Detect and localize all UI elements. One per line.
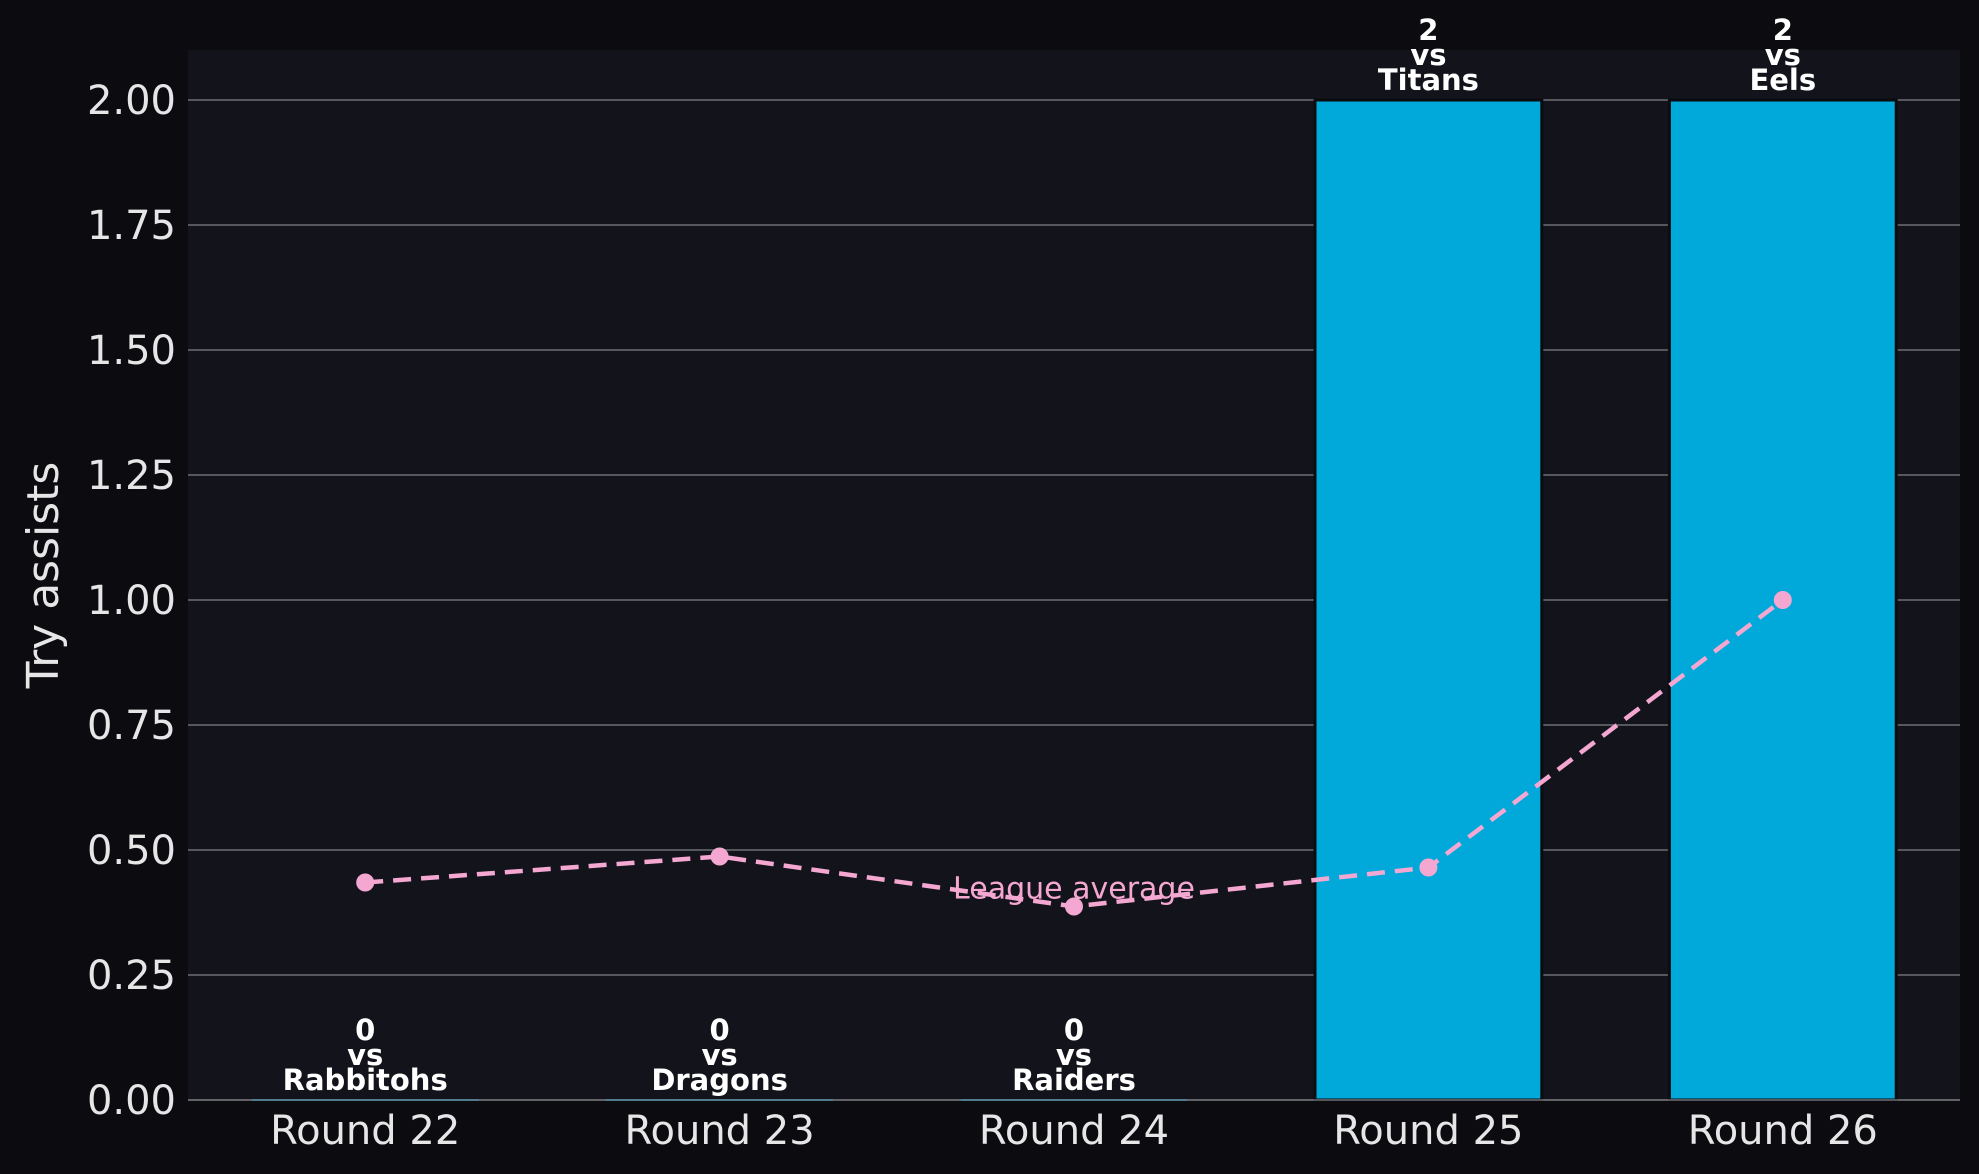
league-average-point [1773, 591, 1792, 609]
y-tick-label: 2.00 [87, 78, 176, 124]
y-tick-label: 0.00 [87, 1078, 176, 1124]
bars [251, 98, 1898, 1102]
bar-opponent-label: Dragons [651, 1063, 788, 1097]
league-average-point [1065, 897, 1083, 916]
y-tick-label: 1.00 [87, 578, 176, 624]
y-tick-label: 1.75 [87, 203, 176, 249]
x-tick-label: Round 26 [1688, 1108, 1878, 1154]
league-average-series [356, 591, 1792, 916]
x-tick-label: Round 23 [625, 1108, 815, 1154]
bar-value-label: 0 [710, 1013, 730, 1047]
bar-vs-label: vs [1765, 38, 1801, 72]
bar-vs-label: vs [702, 1038, 738, 1072]
bar-vs-label: vs [1410, 38, 1446, 72]
bar [1313, 98, 1544, 1102]
league-average-point [356, 873, 375, 892]
y-tick-label: 1.50 [87, 328, 176, 374]
bar-opponent-label: Eels [1749, 63, 1816, 97]
axes: 0.00 0.25 0.50 0.75 1.00 1.25 1.50 1.75 2.00 Roun… [87, 78, 1960, 1154]
league-average-point [710, 847, 729, 866]
bar-value-label: 2 [1418, 13, 1438, 47]
bar-value-label: 0 [355, 1013, 375, 1047]
bar-vs-label: vs [1056, 1038, 1092, 1072]
bar-value-label: 2 [1773, 13, 1793, 47]
x-tick-label: Round 24 [979, 1108, 1169, 1154]
bar-opponent-label: Rabbitohs [283, 1063, 448, 1097]
bar-opponent-label: Titans [1378, 63, 1479, 97]
league-average-label: League average [953, 872, 1195, 907]
y-tick-label: 0.50 [87, 828, 176, 874]
data-labels: Rabbitohsvs0Dragonsvs0Raidersvs0Titansvs… [283, 13, 1816, 1097]
league-average-point [1419, 858, 1438, 877]
bar-value-label: 0 [1064, 1013, 1084, 1047]
bar-opponent-label: Raiders [1012, 1063, 1136, 1097]
x-tick-label: Round 25 [1333, 1108, 1523, 1154]
bar-vs-label: vs [347, 1038, 383, 1072]
x-tick-label: Round 22 [270, 1108, 460, 1154]
y-tick-label: 0.75 [87, 703, 176, 749]
y-tick-label: 1.25 [87, 453, 176, 499]
grid-lines [188, 99, 1960, 1101]
y-axis-label: Try assists [18, 462, 69, 690]
y-tick-label: 0.25 [87, 953, 176, 999]
